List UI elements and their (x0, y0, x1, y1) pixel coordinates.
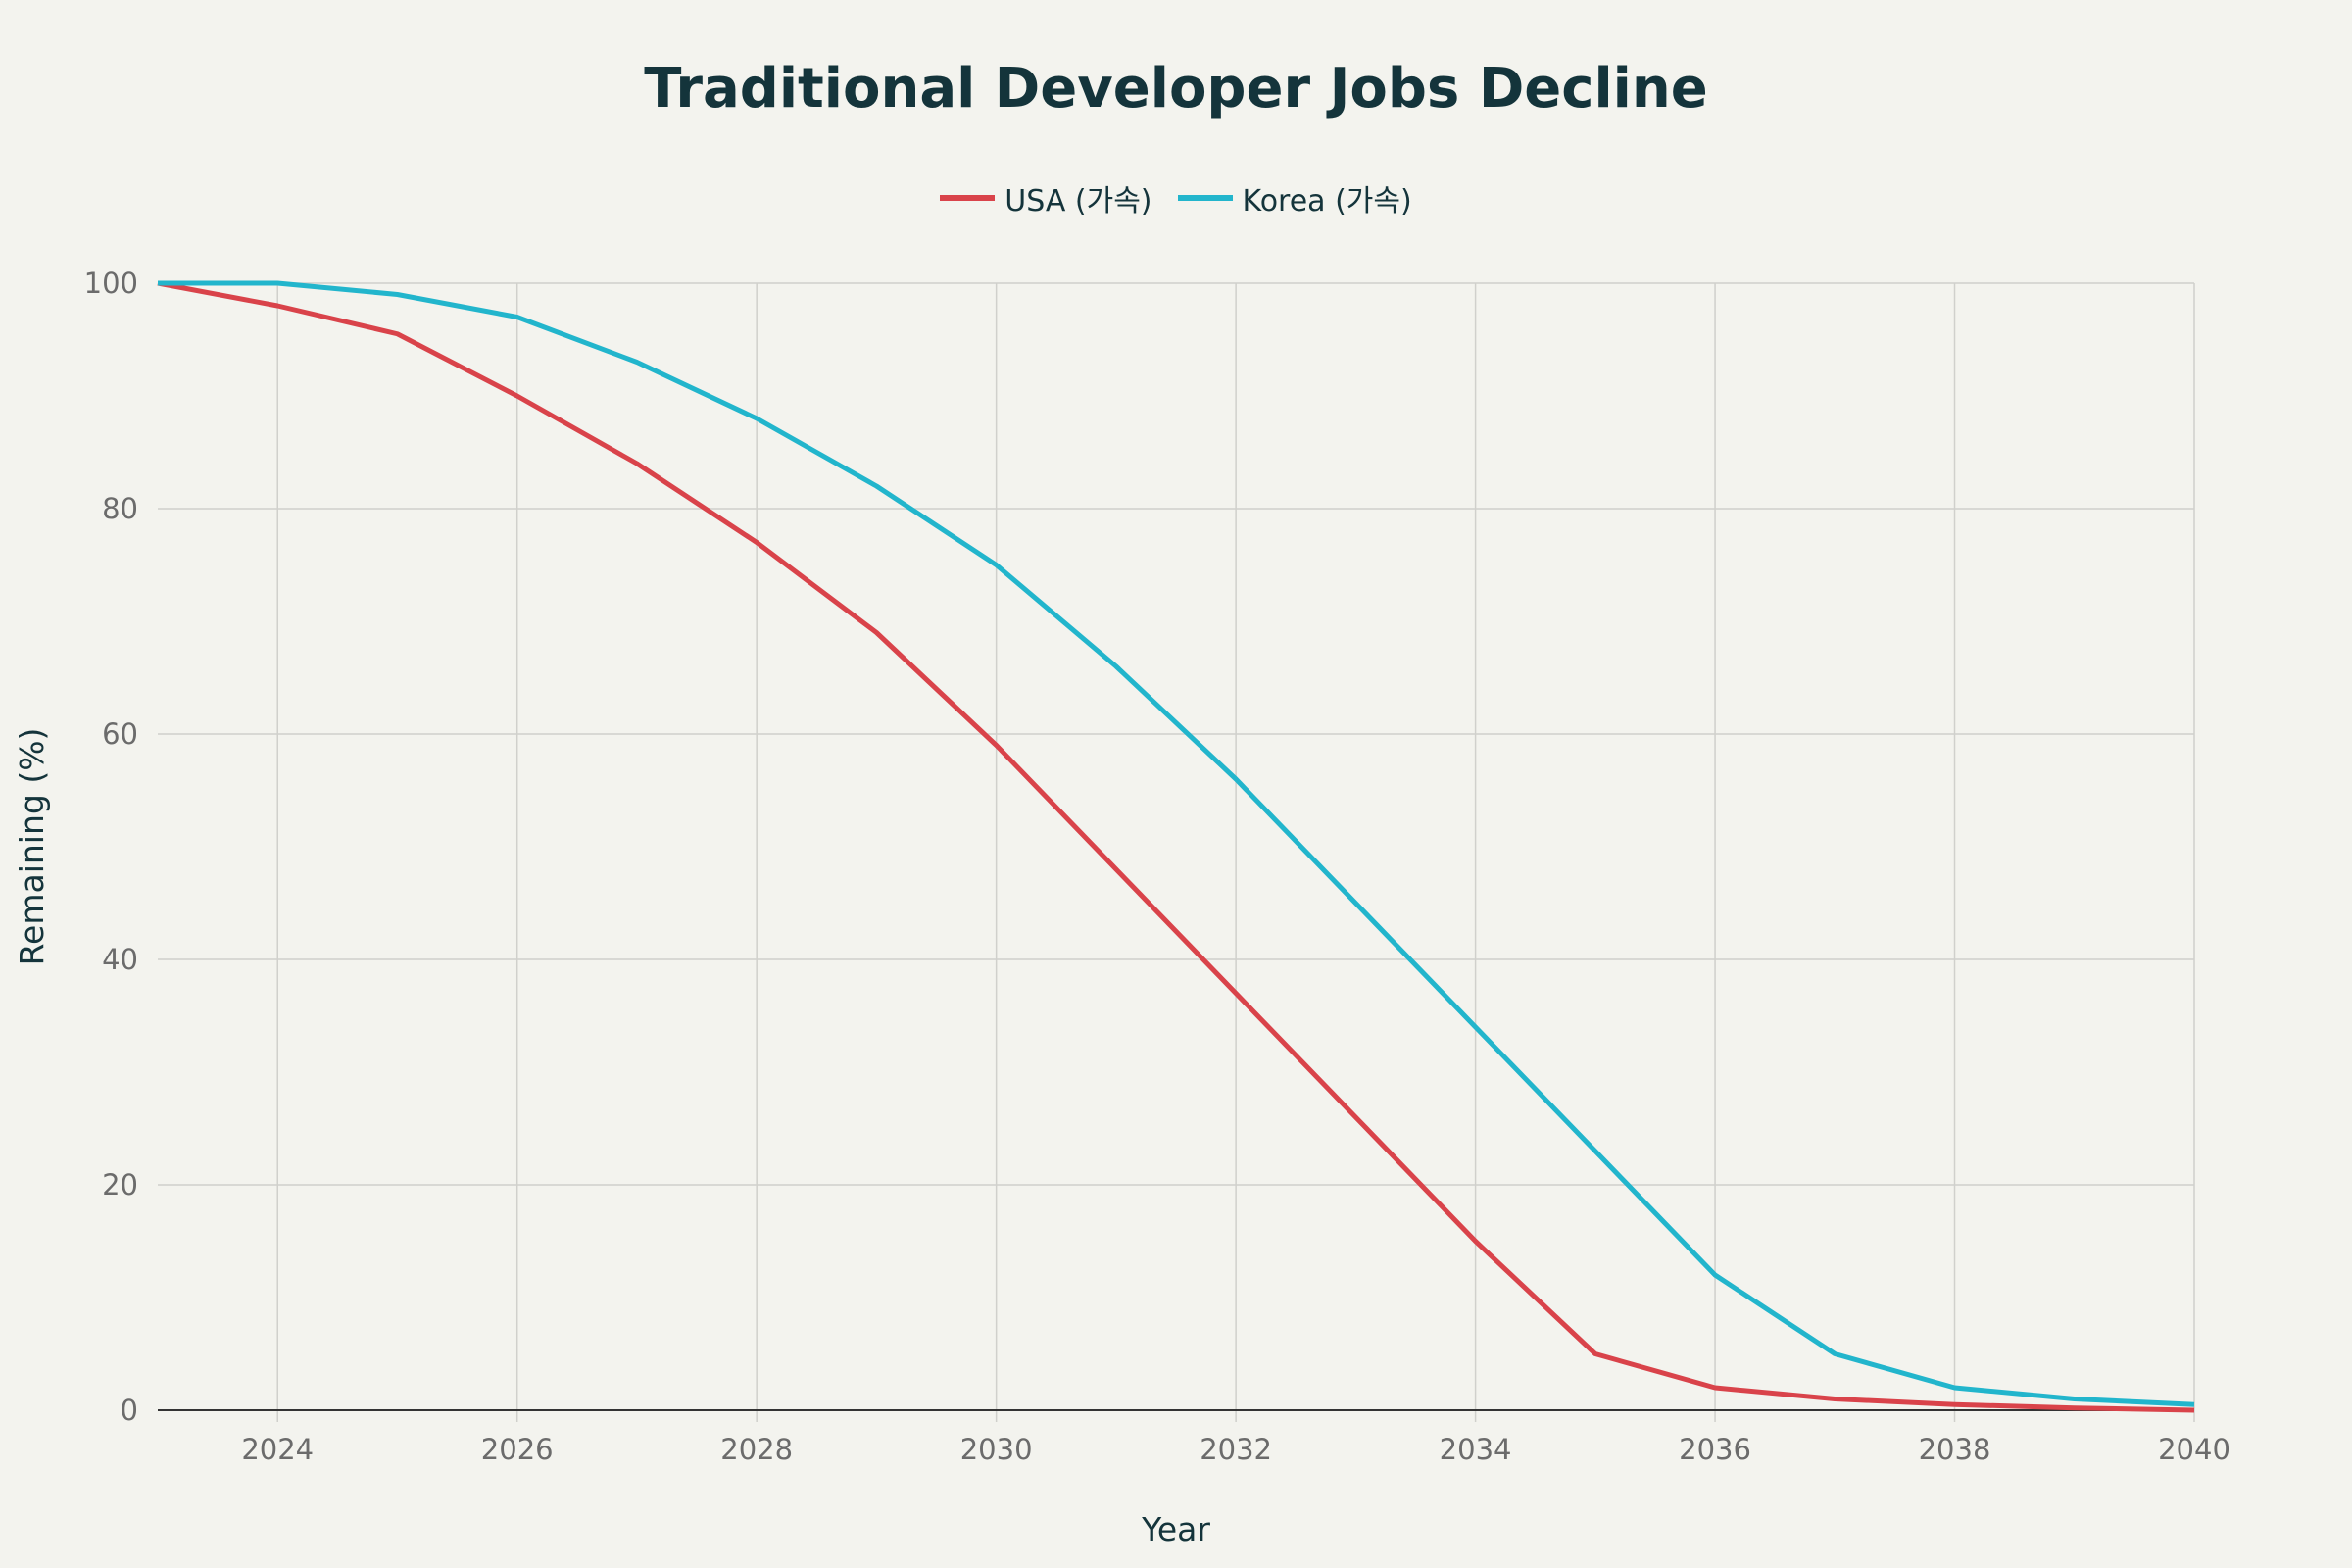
y-tick-label: 80 (102, 492, 138, 525)
y-tick-label: 20 (102, 1168, 138, 1201)
x-tick-label: 2034 (1440, 1433, 1512, 1466)
y-tick-label: 40 (102, 943, 138, 976)
series-line-korea (158, 280, 2195, 1407)
legend-label-usa: USA (가속) (1004, 184, 1152, 219)
x-tick-label: 2028 (720, 1433, 793, 1466)
legend-item-korea[interactable]: Korea (가속) (1177, 176, 1412, 220)
legend-item-usa[interactable]: USA (가속) (940, 176, 1152, 220)
x-tick-label: 2036 (1679, 1433, 1751, 1466)
legend: USA (가속) Korea (가속) (0, 176, 2352, 220)
y-tick-label: 0 (121, 1394, 138, 1427)
legend-label-korea: Korea (가속) (1242, 184, 1412, 219)
x-tick-label: 2040 (2158, 1433, 2230, 1466)
legend-swatch-korea (1177, 195, 1233, 201)
y-axis-label: Remaining (%) (13, 728, 51, 966)
x-tick-label: 2026 (481, 1433, 554, 1466)
x-tick-label: 2024 (241, 1433, 314, 1466)
legend-swatch-usa (940, 195, 996, 201)
x-tick-label: 2032 (1200, 1433, 1272, 1466)
series-line-usa (157, 280, 2195, 1413)
x-axis-label: Year (1141, 1510, 1210, 1548)
x-tick-label: 2030 (960, 1433, 1033, 1466)
x-tick-label: 2038 (1919, 1433, 1991, 1466)
y-tick-label: 100 (84, 267, 138, 300)
chart-title: Traditional Developer Jobs Decline (644, 57, 1708, 121)
y-tick-label: 60 (102, 717, 138, 751)
